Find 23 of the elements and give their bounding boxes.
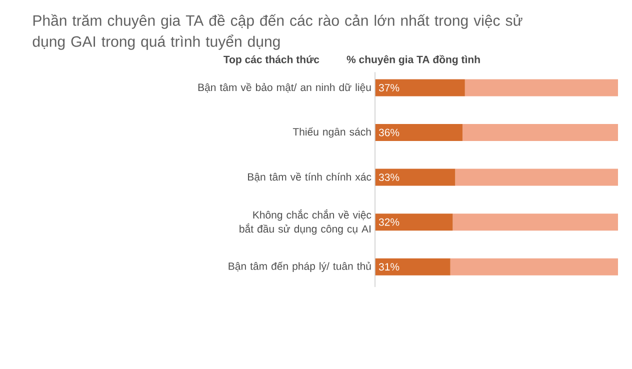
data-label: 32%: [378, 218, 400, 226]
bar: [375, 79, 465, 96]
bar: [462, 124, 618, 142]
bar: [375, 168, 456, 186]
y-tick-label: Bận tâm về bảo mật/ an ninh dữ liệu: [198, 82, 371, 93]
data-label: 31%: [378, 263, 400, 271]
data-label: 37%: [378, 84, 400, 92]
chart-title: Phần trăm chuyên gia TA đề cập đến các rào cản lớn nhất trong việc sử dụng GAI trong quá trình tuyển dụng: [32, 14, 522, 50]
bar: [450, 258, 618, 276]
y-tick-label: Không chắc chắn về việc bắt đầu sử dụng công cụ AI: [240, 209, 372, 235]
data-label: 36%: [378, 128, 400, 136]
bar: [375, 258, 450, 276]
bar: [452, 214, 618, 231]
bar: [455, 168, 618, 186]
bar: [375, 214, 453, 231]
x-axis-title: % chuyên gia TA đồng tình: [346, 55, 480, 66]
y-tick-label: Bận tâm về tính chính xác: [248, 172, 372, 182]
y-tick-label: Bận tâm đến pháp lý/ tuân thủ: [228, 262, 371, 272]
y-axis-title: Top các thách thức: [224, 55, 320, 66]
data-label: 33%: [378, 174, 400, 182]
y-tick-label: Thiếu ngân sách: [292, 127, 371, 138]
bar: [375, 124, 462, 142]
bar: [464, 79, 618, 96]
